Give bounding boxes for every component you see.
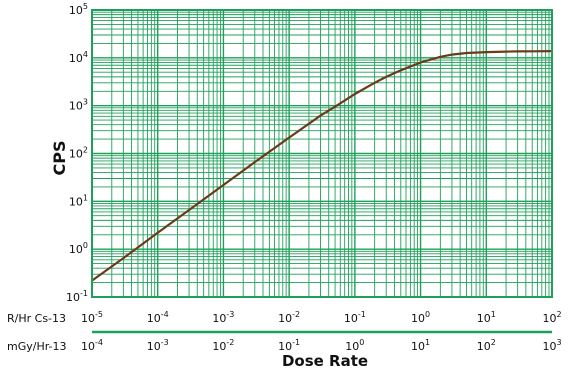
x-axis-2-tick-label: 102	[477, 338, 496, 353]
x-axis-2-tick-label-exponent: -1	[292, 338, 300, 347]
x-axis-2-tick-label: 103	[542, 338, 561, 353]
plot-border	[91, 9, 553, 298]
x-axis-1-tick-label: 10-1	[344, 310, 366, 325]
y-tick-label: 10-1	[66, 289, 88, 304]
x-axis-2-tick-label-base: 10	[212, 340, 226, 353]
y-tick-label-exponent: 1	[83, 193, 88, 202]
x-axis-1-tick-label-base: 10	[212, 312, 226, 325]
y-tick-label-exponent: 0	[83, 241, 88, 250]
x-axis-1-tick-label-exponent: -3	[226, 310, 234, 319]
x-axis-1-tick-label-base: 10	[278, 312, 292, 325]
x-axis-1-tick-label: 10-2	[278, 310, 300, 325]
y-tick-label: 103	[69, 98, 88, 113]
x-axis-1-tick-label-base: 10	[147, 312, 161, 325]
x-axis-2-tick-label-exponent: -2	[226, 338, 234, 347]
grid	[91, 10, 552, 298]
x-axis-1-tick-label-base: 10	[344, 312, 358, 325]
plot-frame	[91, 9, 553, 334]
x-axis-2-tick-label-base: 10	[278, 340, 292, 353]
x-axis-1-tick-label: 10-4	[147, 310, 169, 325]
x-axis-1-tick-label-exponent: -2	[292, 310, 300, 319]
x-axis-1-tick-label-base: 10	[542, 312, 556, 325]
x-axis-2-tick-label-exponent: -4	[95, 338, 103, 347]
x-axis-2-tick-label: 101	[411, 338, 430, 353]
y-tick-label-base: 10	[69, 243, 83, 256]
series-layer	[91, 50, 553, 282]
x-axis-2-tick-label: 10-4	[81, 338, 103, 353]
x-axis-1-tick-label-base: 10	[477, 312, 491, 325]
y-tick-label: 100	[69, 241, 88, 256]
x-axis-2-tick-label-exponent: 1	[425, 338, 430, 347]
x-axis-1-tick-label-exponent: 2	[556, 310, 561, 319]
x-axis-2-tick-label-base: 10	[147, 340, 161, 353]
x-axis-2-tick-label-base: 10	[542, 340, 556, 353]
x-axis-2-tick-label: 100	[345, 338, 364, 353]
x-axis-label: Dose Rate	[282, 352, 368, 370]
y-tick-label-base: 10	[69, 195, 83, 208]
x-axis-2-tick-label-base: 10	[477, 340, 491, 353]
x-axis-2-tick-label-base: 10	[345, 340, 359, 353]
x-axis-1-tick-label: 102	[542, 310, 561, 325]
x-axis-1-tick-label: 101	[477, 310, 496, 325]
y-tick-label: 104	[69, 50, 88, 65]
x-axis-1-label: R/Hr Cs-13	[7, 312, 66, 325]
x-axis-2-tick-label: 10-2	[212, 338, 234, 353]
y-tick-label-exponent: 3	[83, 98, 88, 107]
series-line-0	[91, 50, 553, 282]
y-tick-label-base: 10	[69, 100, 83, 113]
x-axis-2-tick-label-base: 10	[81, 340, 95, 353]
x-axis-1-tick-label-exponent: 0	[425, 310, 430, 319]
y-tick-label-exponent: -1	[80, 289, 88, 298]
x-axis-2-tick-label-exponent: 0	[359, 338, 364, 347]
y-tick-label: 101	[69, 193, 88, 208]
x-axis-1-tick-label-base: 10	[81, 312, 95, 325]
x-axis-2-tick-label-exponent: 3	[556, 338, 561, 347]
y-tick-label-base: 10	[69, 52, 83, 65]
x-axis-1-tick-label-exponent: -4	[161, 310, 169, 319]
y-tick-label-exponent: 2	[83, 146, 88, 155]
y-tick-label: 102	[69, 146, 88, 161]
y-tick-label: 105	[69, 2, 88, 17]
x-axis-1-tick-label-exponent: -1	[358, 310, 366, 319]
x-axis-2-label: mGy/Hr-13	[7, 340, 67, 353]
y-tick-label-base: 10	[69, 4, 83, 17]
y-tick-label-base: 10	[66, 291, 80, 304]
x-axis-2-tick-label-exponent: -3	[161, 338, 169, 347]
x-axis-2-tick-label-exponent: 2	[491, 338, 496, 347]
x-axis-1-tick-label-exponent: 1	[491, 310, 496, 319]
y-tick-label-base: 10	[69, 148, 83, 161]
x-axis-1-tick-label-base: 10	[411, 312, 425, 325]
x-axis-1-tick-label: 100	[411, 310, 430, 325]
x-axis-2-tick-label-base: 10	[411, 340, 425, 353]
y-tick-label-exponent: 5	[83, 2, 88, 11]
x-axis-1-tick-label-exponent: -5	[95, 310, 103, 319]
x-axis-2-tick-label: 10-3	[147, 338, 169, 353]
y-axis-label: CPS	[50, 141, 69, 176]
x-axis-1-tick-label: 10-5	[81, 310, 103, 325]
y-tick-label-exponent: 4	[83, 50, 88, 59]
x-axis-1-tick-label: 10-3	[212, 310, 234, 325]
x-axis-2-tick-label: 10-1	[278, 338, 300, 353]
